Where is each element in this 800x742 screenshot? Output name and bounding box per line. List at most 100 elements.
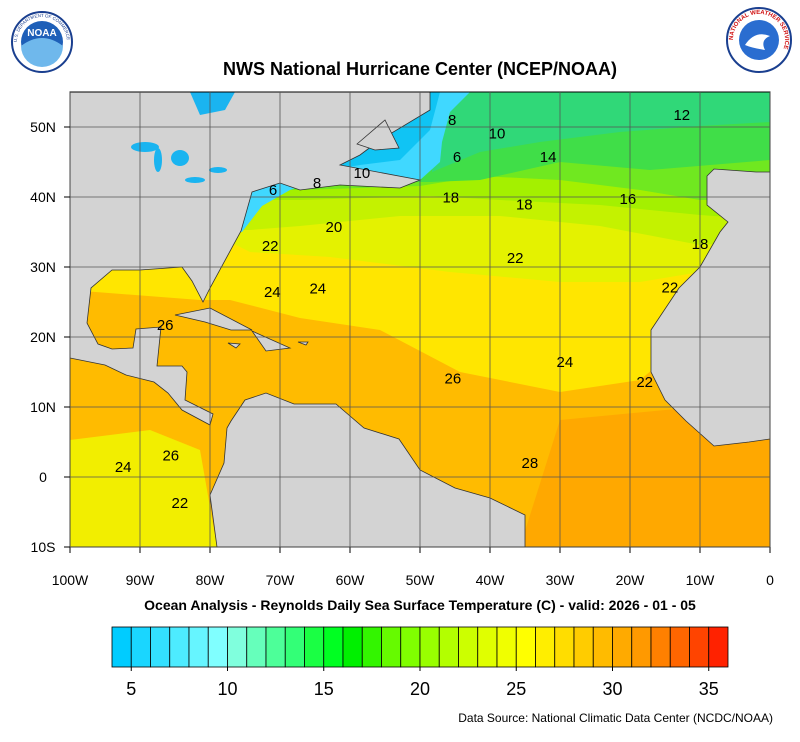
colorbar-tick-label: 10	[217, 679, 237, 699]
x-tick-label: 70W	[266, 572, 296, 588]
x-tick-label: 60W	[336, 572, 366, 588]
y-tick-label: 10N	[30, 399, 56, 415]
colorbar-box	[246, 626, 267, 668]
y-tick-label: 40N	[30, 189, 56, 205]
colorbar-box	[689, 626, 710, 668]
lakes	[131, 92, 235, 183]
contour-label: 22	[172, 495, 189, 512]
contour-label: 8	[448, 112, 456, 129]
land	[70, 92, 770, 547]
contour-label: 28	[522, 455, 539, 472]
colorbar-tick-label: 5	[126, 679, 136, 699]
cuba	[174, 307, 253, 331]
y-tick-label: 20N	[30, 329, 56, 345]
x-tick-label: 10W	[686, 572, 716, 588]
x-tick-label: 80W	[196, 572, 226, 588]
colorbar-box	[592, 626, 613, 668]
x-tick-label: 30W	[546, 572, 576, 588]
colorbar: 5 10 15 20 25 30 35	[111, 626, 729, 699]
y-tick-label: 50N	[30, 119, 56, 135]
x-tick-label: 0	[766, 572, 774, 588]
contour-label: 26	[445, 370, 462, 387]
contour-label: 24	[309, 281, 326, 298]
colorbar-box	[265, 626, 286, 668]
colorbar-box	[535, 626, 556, 668]
ocean-zone	[70, 430, 217, 547]
colorbar-box	[631, 626, 652, 668]
colorbar-box	[323, 626, 344, 668]
x-tick-label: 100W	[52, 572, 89, 588]
contour-label: 14	[540, 149, 557, 166]
y-tick-label: 0	[39, 469, 47, 485]
lake	[131, 142, 159, 152]
noaa-logo-text: NOAA	[27, 28, 56, 39]
caption: Ocean Analysis - Reynolds Daily Sea Surf…	[144, 597, 696, 613]
contour-label: 10	[489, 125, 506, 142]
contour-label: 20	[326, 219, 343, 236]
colorbar-box	[207, 626, 228, 668]
colorbar-box	[150, 626, 171, 668]
colorbar-box	[496, 626, 517, 668]
colorbar-box	[111, 626, 132, 668]
map-overlay: 100W 90W 80W 70W 60W 50W 40W 30W 20W 10W 0 10S 0 10N 2…	[30, 92, 774, 588]
contour-label: 22	[662, 279, 679, 296]
colorbar-box	[419, 626, 440, 668]
colorbar-box	[515, 626, 536, 668]
colorbar-box	[169, 626, 190, 668]
contour-label: 8	[313, 175, 321, 192]
contour-label: 26	[157, 317, 174, 334]
colorbar-box	[669, 626, 690, 668]
x-tick-label: 40W	[476, 572, 506, 588]
colorbar-box	[438, 626, 459, 668]
colorbar-tick-label: 15	[314, 679, 334, 699]
y-tick-label: 30N	[30, 259, 56, 275]
colorbar-box	[554, 626, 575, 668]
hudson-bay	[190, 92, 235, 115]
newfoundland	[356, 119, 400, 151]
contour-label: 18	[442, 190, 459, 207]
north-america	[70, 92, 431, 426]
colorbar-box	[227, 626, 248, 668]
contour-label: 24	[115, 459, 132, 476]
contour-label: 18	[516, 197, 533, 214]
contour-label: 24	[264, 284, 281, 301]
lake	[154, 148, 162, 172]
colorbar-tick-label: 25	[506, 679, 526, 699]
x-tick-label: 90W	[126, 572, 156, 588]
colorbar-box	[361, 626, 382, 668]
colorbar-tick-label: 30	[602, 679, 622, 699]
x-tick-label: 20W	[616, 572, 646, 588]
colorbar-tick-label: 35	[699, 679, 719, 699]
y-tick-label: 10S	[31, 539, 56, 555]
colorbar-box	[400, 626, 421, 668]
contour-label: 12	[673, 107, 690, 124]
lake	[185, 177, 205, 183]
noaa-logo: NOAA U.S. DEPARTMENT OF COMMERCE	[11, 11, 73, 73]
colorbar-box	[477, 626, 498, 668]
contour-label: 6	[453, 149, 461, 166]
colorbar-tick-label: 20	[410, 679, 430, 699]
colorbar-box	[304, 626, 325, 668]
colorbar-box	[573, 626, 594, 668]
contour-label: 22	[636, 374, 653, 391]
lake	[209, 167, 227, 173]
contour-label: 18	[692, 236, 709, 253]
title: NWS National Hurricane Center (NCEP/NOAA…	[223, 59, 617, 79]
colorbar-box	[612, 626, 633, 668]
ocean-zone	[430, 92, 770, 172]
contour-label: 22	[262, 238, 279, 255]
hispaniola	[250, 330, 292, 352]
colorbar-box	[381, 626, 402, 668]
puerto-rico	[297, 341, 309, 346]
colorbar-box	[342, 626, 363, 668]
colorbar-box	[284, 626, 305, 668]
lake	[171, 150, 189, 166]
contour-label: 24	[557, 354, 574, 371]
contour-label: 16	[620, 191, 637, 208]
contour-label: 10	[354, 165, 371, 182]
africa-europe	[650, 168, 770, 447]
colorbar-box	[458, 626, 479, 668]
colorbar-box	[130, 626, 151, 668]
x-tick-label: 50W	[406, 572, 436, 588]
